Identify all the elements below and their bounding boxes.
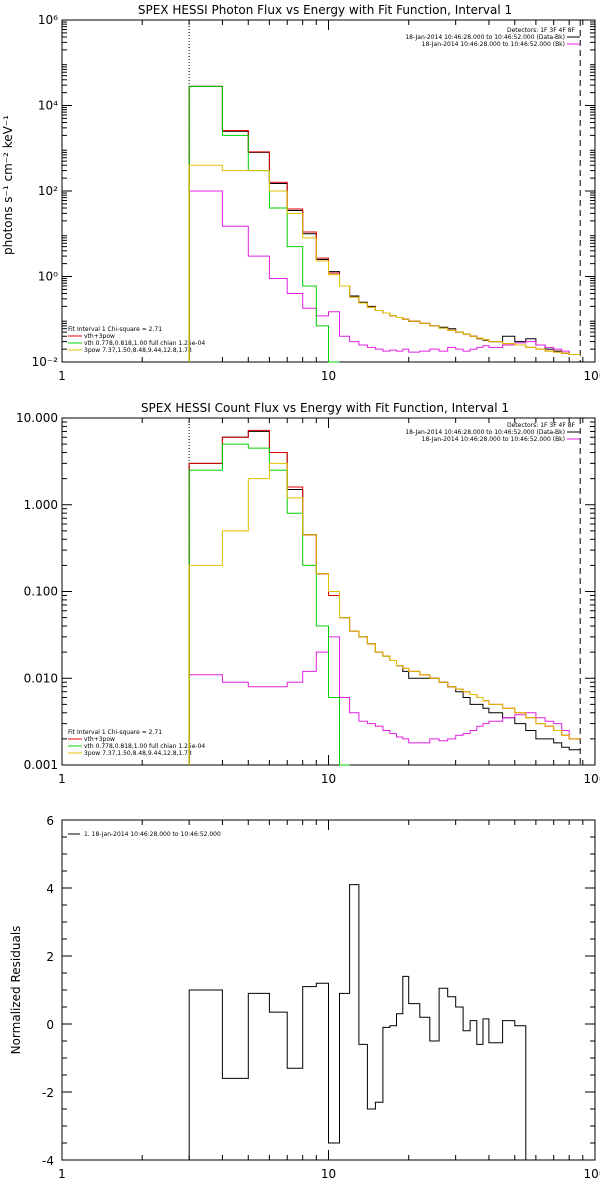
y-tick-label: -2	[42, 1086, 54, 1100]
residuals-legend: 1. 18-Jan-2014 10:46:28.000 to 10:46:52.…	[84, 831, 221, 838]
y-tick-label: 0.001	[24, 758, 58, 772]
count-flux-title: SPEX HESSI Count Flux vs Energy with Fit…	[141, 401, 509, 415]
legend-3pow: 3pow 7.37,1.50,8.48,9.44,12.8,1.73	[84, 750, 192, 757]
y-tick-label: 4	[46, 882, 54, 896]
legend-vth: vth 0.778,0.818,1.00 full chian 1.25e-04	[84, 743, 205, 750]
count-flux-legend-left: Fit Interval 1 Chi-square = 2.71 vth+3po…	[68, 729, 205, 757]
series-vth	[188, 443, 350, 766]
series-3pow	[188, 462, 581, 765]
photon-flux-ylabel: photons s⁻¹ cm⁻² keV⁻¹	[1, 115, 15, 255]
y-tick-label: 6	[46, 814, 54, 828]
legend-data-bk: 18-Jan-2014 10:46:28.000 to 10:46:52.000…	[405, 429, 565, 436]
count-flux-legend-right: Detectors: 1F 3F 4F 8F 18-Jan-2014 10:46…	[405, 422, 575, 443]
x-tick-label: 1	[58, 1167, 66, 1181]
legend-detectors: Detectors: 1F 3F 4F 8F	[507, 27, 576, 34]
residuals-panel: Normalized Residuals 1. 18-Jan-2014 10:4…	[9, 814, 600, 1181]
series-3pow	[188, 164, 581, 362]
series-data-bk	[188, 85, 581, 362]
y-tick-label: 10⁰	[38, 270, 58, 284]
x-tick-label: 10	[321, 772, 336, 786]
x-tick-label: 10	[321, 1167, 336, 1181]
y-tick-label: 0	[46, 1018, 54, 1032]
x-tick-label: 10	[321, 369, 336, 383]
y-tick-label: 0.010	[24, 671, 58, 685]
legend-detectors: Detectors: 1F 3F 4F 8F	[507, 422, 576, 429]
legend-bk: 18-Jan-2014 10:46:28.000 to 10:46:52.000…	[422, 41, 565, 48]
x-tick-label: 1	[58, 369, 66, 383]
legend-vth-3pow: vth+3pow	[84, 736, 115, 743]
series-vth-3pow	[188, 85, 581, 362]
x-tick-label: 100	[584, 1167, 600, 1181]
photon-flux-legend-right: Detectors: 1F 3F 4F 8F 18-Jan-2014 10:46…	[405, 27, 575, 48]
y-tick-label: 2	[46, 950, 54, 964]
y-tick-label: 10⁴	[38, 99, 58, 113]
residuals-ylabel: Normalized Residuals	[9, 926, 23, 1055]
y-tick-label: 10²	[38, 184, 58, 198]
legend-3pow: 3pow 7.37,1.50,8.48,9.44,12.8,1.73	[84, 347, 192, 354]
legend-fit-interval: Fit Interval 1 Chi-square = 2.71	[68, 729, 162, 736]
x-tick-label: 100	[584, 369, 600, 383]
series-bk	[188, 636, 581, 765]
legend-vth: vth 0.778,0.818,1.00 full chian 1.25e-04	[84, 340, 205, 347]
legend-bk: 18-Jan-2014 10:46:28.000 to 10:46:52.000…	[422, 436, 565, 443]
x-tick-label: 1	[58, 772, 66, 786]
y-tick-label: 1.000	[24, 498, 58, 512]
photon-flux-legend-left: Fit Interval 1 Chi-square = 2.71 vth+3po…	[68, 326, 205, 354]
x-tick-label: 100	[584, 772, 600, 786]
series-bk	[188, 190, 581, 362]
count-flux-panel: SPEX HESSI Count Flux vs Energy with Fit…	[16, 401, 600, 786]
photon-flux-title: SPEX HESSI Photon Flux vs Energy with Fi…	[138, 3, 512, 17]
y-tick-label: 10⁻²	[32, 355, 59, 369]
legend-vth-3pow: vth+3pow	[84, 333, 115, 340]
photon-flux-panel: SPEX HESSI Photon Flux vs Energy with Fi…	[1, 3, 600, 383]
plot-frame	[61, 19, 596, 363]
y-tick-label: -4	[42, 1154, 54, 1168]
y-tick-label: 0.100	[24, 585, 58, 599]
y-tick-label: 10⁶	[38, 13, 58, 27]
y-tick-label: 10.000	[16, 411, 58, 425]
series-1-18-jan-2014-10-46-28-000-to-10-46-52-000	[188, 884, 581, 1161]
legend-fit-interval: Fit Interval 1 Chi-square = 2.71	[68, 326, 162, 333]
series-vth	[188, 85, 340, 363]
legend-data-bk: 18-Jan-2014 10:46:28.000 to 10:46:52.000…	[405, 34, 565, 41]
